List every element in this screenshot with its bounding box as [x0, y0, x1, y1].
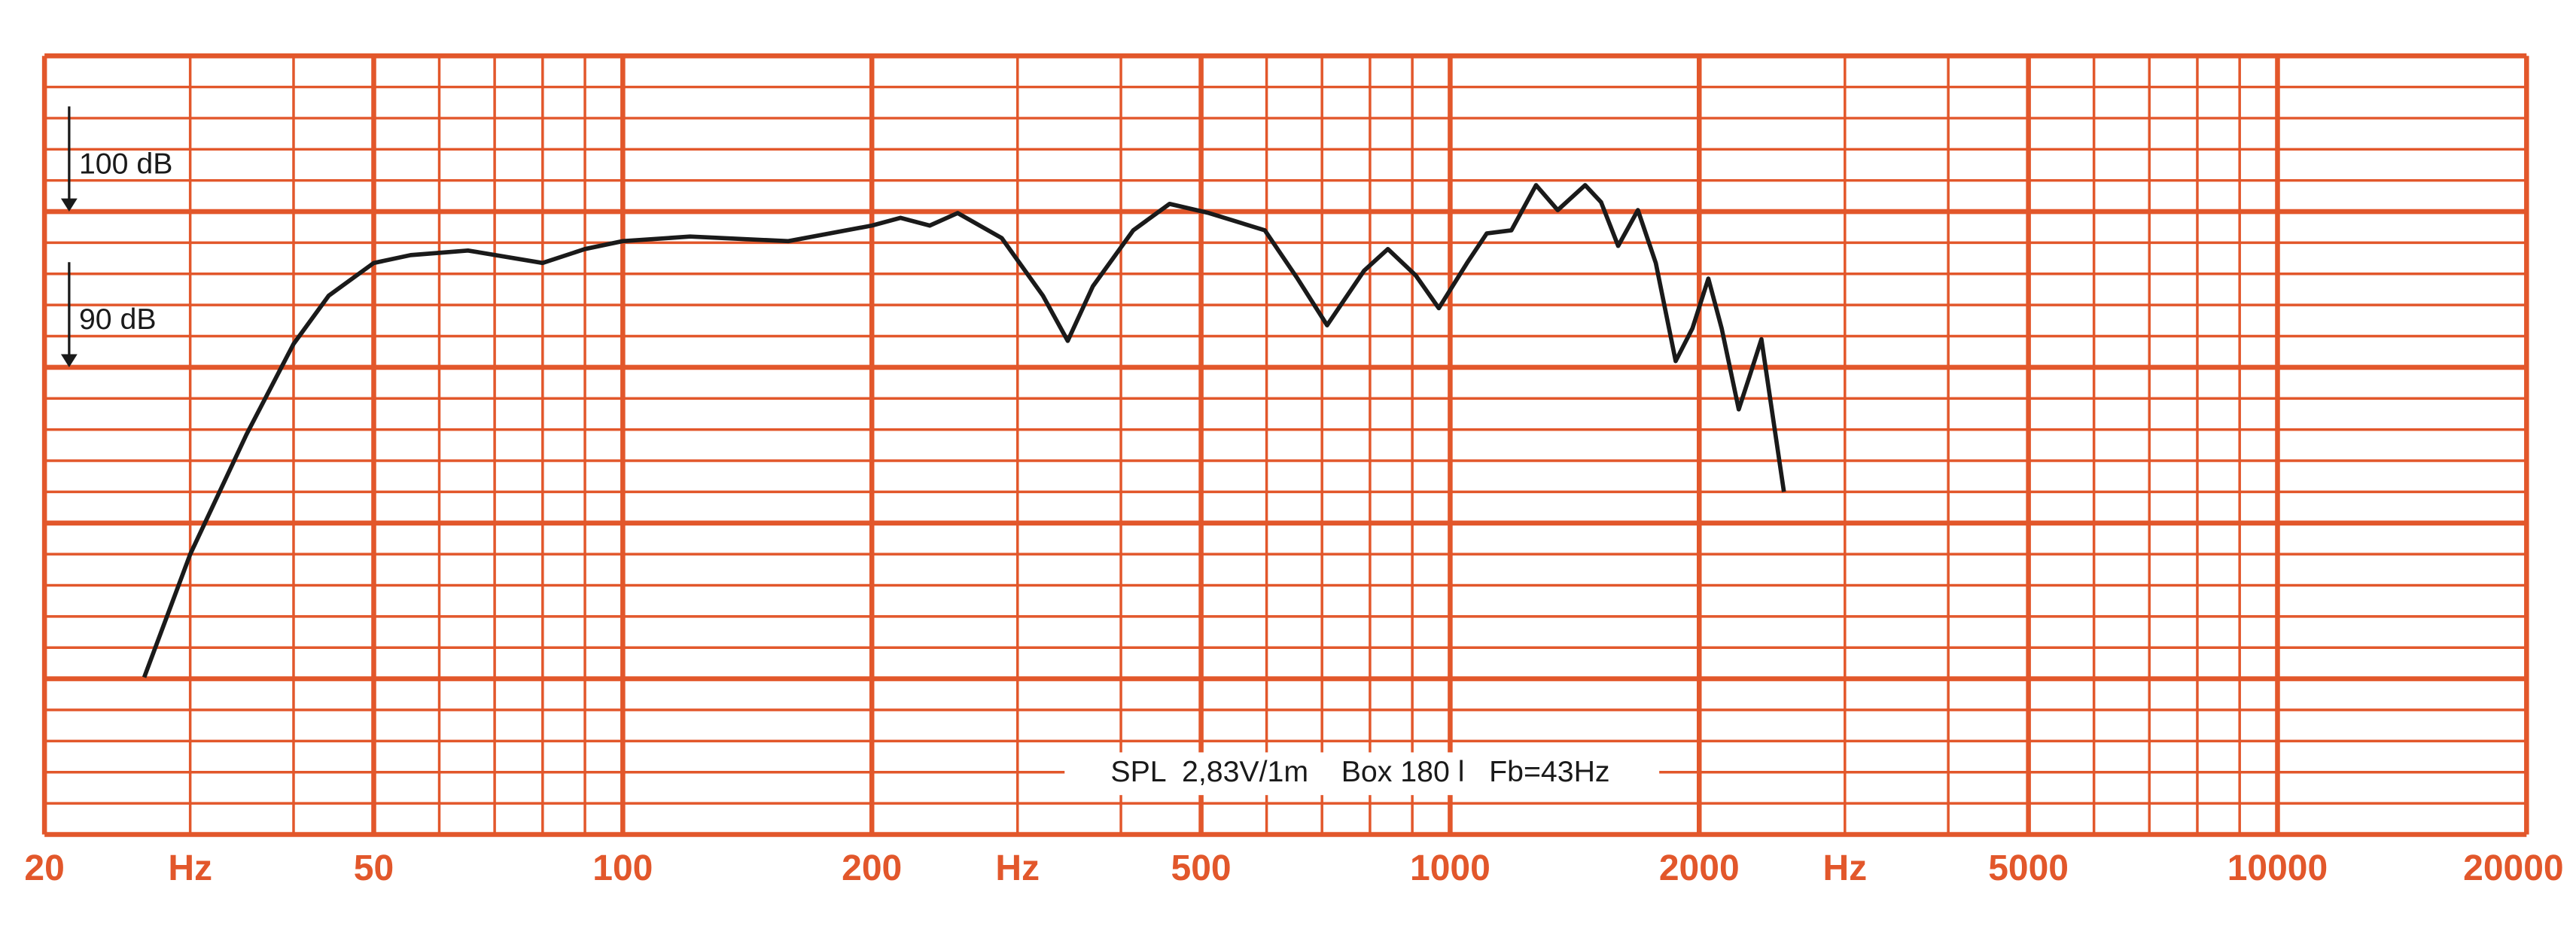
arrow-head: [60, 198, 78, 212]
x-tick-label: Hz: [995, 848, 1040, 888]
x-tick-label: 20000: [2463, 848, 2563, 888]
x-tick-label: 10000: [2227, 848, 2328, 888]
x-tick-label: 5000: [1988, 848, 2069, 888]
annotation: 100 dB: [79, 147, 172, 180]
x-tick-label: 50: [354, 848, 394, 888]
x-tick-label: Hz: [1822, 848, 1867, 888]
x-tick-label: Hz: [168, 848, 212, 888]
x-tick-label: 1000: [1410, 848, 1490, 888]
chart-note: SPL 2,83V/1m Box 180 l Fb=43Hz: [1110, 755, 1609, 788]
x-tick-label: 2000: [1659, 848, 1740, 888]
annotation: 90 dB: [79, 303, 157, 336]
arrow-head: [60, 354, 78, 367]
note-background: [1064, 752, 1660, 796]
x-tick-label: 20: [24, 848, 64, 888]
x-tick-label: 200: [842, 848, 902, 888]
x-tick-label: 100: [592, 848, 653, 888]
response-curve: [142, 183, 1786, 678]
x-tick-label: 500: [1171, 848, 1232, 888]
